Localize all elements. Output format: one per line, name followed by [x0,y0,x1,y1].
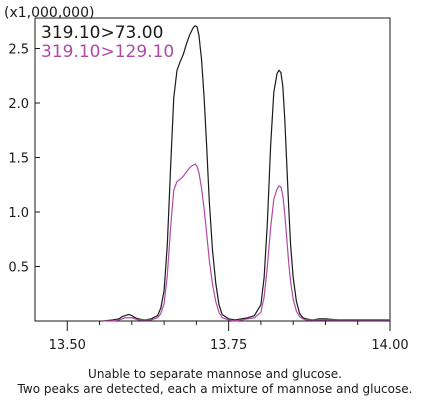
y-tick-label: 1.5 [8,152,29,167]
axes: 0.5 1.0 1.5 2.0 2.5 13.50 13.75 14.00 [8,17,409,353]
x-tick-label: 13.75 [210,338,247,353]
caption-line-1: Unable to separate mannose and glucose. [88,367,342,381]
series-layer [102,25,390,322]
series-line-2 [102,163,390,322]
legend-entry-1: 319.10>73.00 [41,23,163,43]
plot-frame [34,17,391,322]
y-tick-label: 2.5 [8,43,29,58]
y-axis-multiplier: (x1,000,000) [4,5,94,21]
y-tick-label: 0.5 [8,261,29,276]
legend-entry-2: 319.10>129.10 [41,42,174,62]
series-line-1 [102,25,390,322]
x-tick-label: 13.50 [49,338,86,353]
y-tick-label: 2.0 [8,97,29,112]
x-tick-label: 14.00 [371,338,408,353]
y-tick-label: 1.0 [8,206,29,221]
caption-line-2: Two peaks are detected, each a mixture o… [17,382,413,396]
